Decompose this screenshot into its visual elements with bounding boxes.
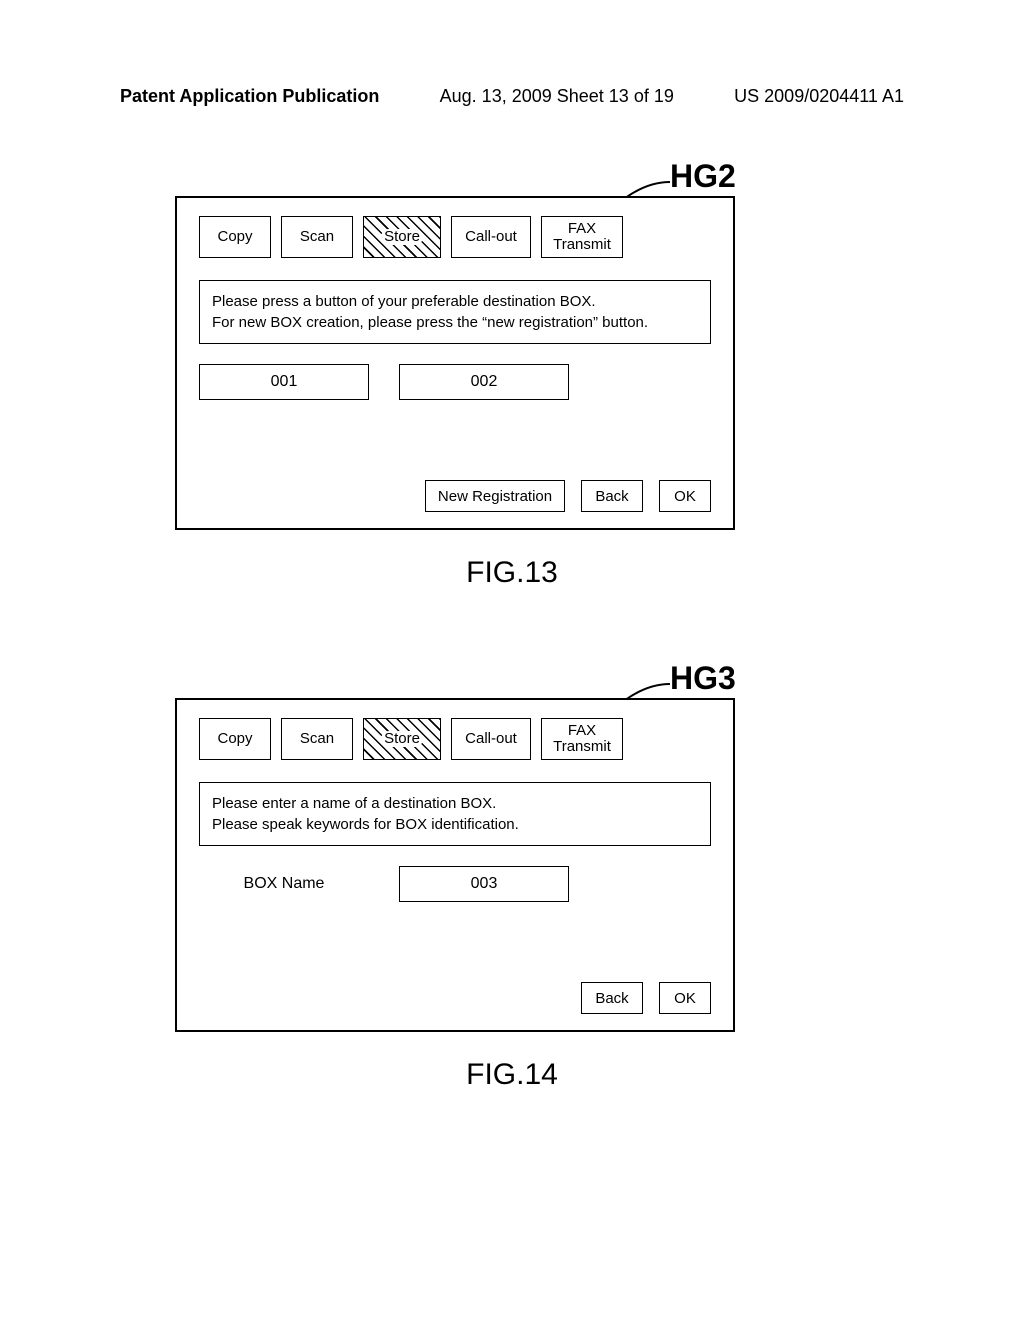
box-002-label: 002	[471, 373, 498, 391]
box-001-button[interactable]: 001	[199, 364, 369, 400]
figure-label-13: FIG.13	[0, 556, 1024, 590]
box-row-hg2: 001 002	[177, 344, 733, 400]
tab-scan-label-2: Scan	[300, 731, 334, 747]
actions-hg2: New Registration Back OK	[425, 480, 711, 512]
back-label-hg3: Back	[595, 990, 628, 1007]
boxname-input[interactable]: 003	[399, 866, 569, 902]
new-registration-label: New Registration	[438, 488, 552, 505]
page-header: Patent Application Publication Aug. 13, …	[120, 86, 904, 107]
ok-label-hg2: OK	[674, 488, 696, 505]
tab-scan-2[interactable]: Scan	[281, 718, 353, 760]
tab-copy-2[interactable]: Copy	[199, 718, 271, 760]
message-hg3: Please enter a name of a destination BOX…	[199, 782, 711, 846]
message-hg2: Please press a button of your preferable…	[199, 280, 711, 344]
back-button-hg2[interactable]: Back	[581, 480, 643, 512]
tabs-hg2: Copy Scan Store Call-out FAX Transmit	[177, 198, 733, 272]
tab-fax[interactable]: FAX Transmit	[541, 216, 623, 258]
ok-button-hg2[interactable]: OK	[659, 480, 711, 512]
message-hg3-text: Please enter a name of a destination BOX…	[212, 795, 519, 833]
box-row-hg3: BOX Name 003	[177, 846, 733, 902]
tab-callout[interactable]: Call-out	[451, 216, 531, 258]
box-002-button[interactable]: 002	[399, 364, 569, 400]
box-001-label: 001	[271, 373, 298, 391]
tab-copy-label: Copy	[217, 229, 252, 245]
ref-label-hg2: HG2	[670, 158, 736, 195]
tab-callout-label: Call-out	[465, 229, 517, 245]
back-button-hg3[interactable]: Back	[581, 982, 643, 1014]
tab-store-label: Store	[381, 229, 423, 245]
tab-copy[interactable]: Copy	[199, 216, 271, 258]
figure-label-14: FIG.14	[0, 1058, 1024, 1092]
tab-fax-label: FAX Transmit	[553, 221, 611, 253]
tab-store-label-2: Store	[381, 731, 423, 747]
tab-scan-label: Scan	[300, 229, 334, 245]
message-hg2-text: Please press a button of your preferable…	[212, 293, 648, 331]
ok-button-hg3[interactable]: OK	[659, 982, 711, 1014]
tab-callout-2[interactable]: Call-out	[451, 718, 531, 760]
tab-store[interactable]: Store	[363, 216, 441, 258]
header-left: Patent Application Publication	[120, 86, 379, 107]
panel-hg2: Copy Scan Store Call-out FAX Transmit Pl…	[175, 196, 735, 530]
tab-copy-label-2: Copy	[217, 731, 252, 747]
tab-store-2[interactable]: Store	[363, 718, 441, 760]
header-right: US 2009/0204411 A1	[734, 86, 904, 107]
tab-fax-label-2: FAX Transmit	[553, 723, 611, 755]
new-registration-button[interactable]: New Registration	[425, 480, 565, 512]
boxname-value: 003	[471, 875, 498, 893]
ref-label-hg3: HG3	[670, 660, 736, 697]
panel-hg3: Copy Scan Store Call-out FAX Transmit Pl…	[175, 698, 735, 1032]
back-label-hg2: Back	[595, 488, 628, 505]
tab-scan[interactable]: Scan	[281, 216, 353, 258]
tab-callout-label-2: Call-out	[465, 731, 517, 747]
actions-hg3: Back OK	[581, 982, 711, 1014]
ok-label-hg3: OK	[674, 990, 696, 1007]
tab-fax-2[interactable]: FAX Transmit	[541, 718, 623, 760]
boxname-label: BOX Name	[199, 875, 369, 893]
tabs-hg3: Copy Scan Store Call-out FAX Transmit	[177, 700, 733, 774]
header-mid: Aug. 13, 2009 Sheet 13 of 19	[440, 86, 674, 107]
